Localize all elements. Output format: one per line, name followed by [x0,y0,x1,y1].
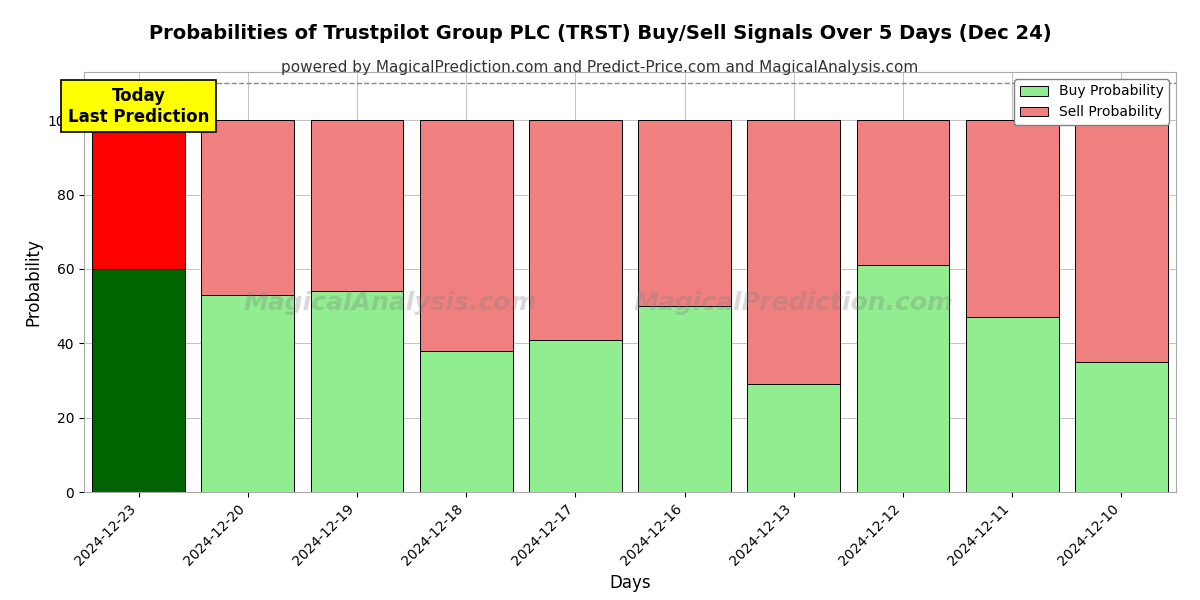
Bar [857,121,949,265]
X-axis label: Days: Days [610,574,650,592]
Bar [420,351,512,492]
Bar [311,291,403,492]
Bar [1075,121,1168,362]
Legend: Buy Probability, Sell Probability: Buy Probability, Sell Probability [1014,79,1169,125]
Bar [529,121,622,340]
Text: MagicalAnalysis.com: MagicalAnalysis.com [244,291,536,315]
Bar [748,121,840,384]
Text: Probabilities of Trustpilot Group PLC (TRST) Buy/Sell Signals Over 5 Days (Dec 2: Probabilities of Trustpilot Group PLC (T… [149,24,1051,43]
Bar [92,121,185,269]
Bar [966,121,1058,317]
Bar [311,121,403,291]
Y-axis label: Probability: Probability [24,238,42,326]
Bar [202,121,294,295]
Bar [748,384,840,492]
Bar [638,121,731,306]
Bar [857,265,949,492]
Text: powered by MagicalPrediction.com and Predict-Price.com and MagicalAnalysis.com: powered by MagicalPrediction.com and Pre… [281,60,919,75]
Bar [638,306,731,492]
Bar [92,269,185,492]
Bar [966,317,1058,492]
Bar [202,295,294,492]
Bar [529,340,622,492]
Bar [1075,362,1168,492]
Text: Today
Last Prediction: Today Last Prediction [68,87,209,125]
Bar [420,121,512,351]
Text: MagicalPrediction.com: MagicalPrediction.com [634,291,954,315]
